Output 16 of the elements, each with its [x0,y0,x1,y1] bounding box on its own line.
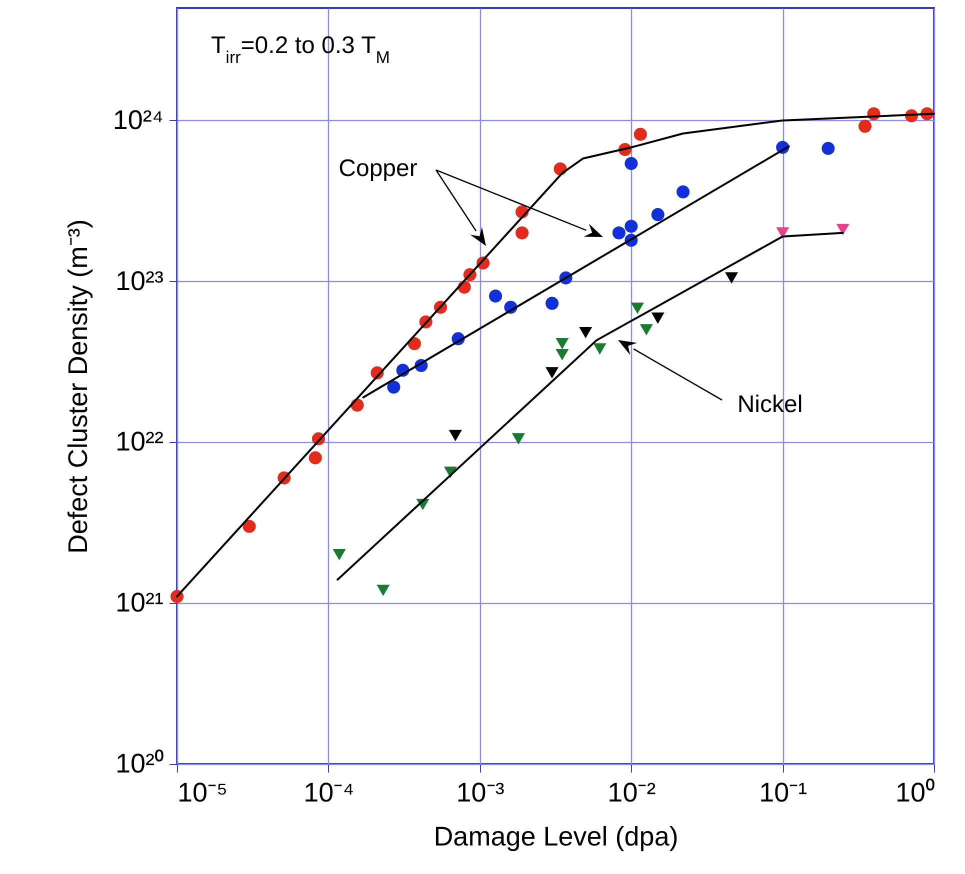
annotation: T$_{irr}$=0.2 to 0.3 T$_{M}$ [211,32,390,66]
y-axis-title: Defect Cluster Density (m⁻³) [62,219,93,554]
x-tick-label: 10⁻¹ [759,778,808,808]
x-tick-label: 10⁻² [608,778,656,808]
x-tick-label: 10⁻⁵ [178,778,228,808]
annotation: Nickel [737,391,803,418]
y-tick-label: 10²⁴ [112,104,164,135]
x-tick-label: 10⁻⁴ [304,778,354,808]
x-tick-label: 10⁻³ [456,778,504,808]
x-axis-title: Damage Level (dpa) [434,822,678,852]
y-tick-label: 10²⁰ [115,748,164,778]
x-tick-label: 10⁰ [895,778,934,808]
annotation: Copper [338,155,418,182]
y-tick-label: 10²³ [115,266,164,296]
y-tick-label: 10²¹ [115,588,164,618]
y-tick-label: 10²² [115,426,164,457]
